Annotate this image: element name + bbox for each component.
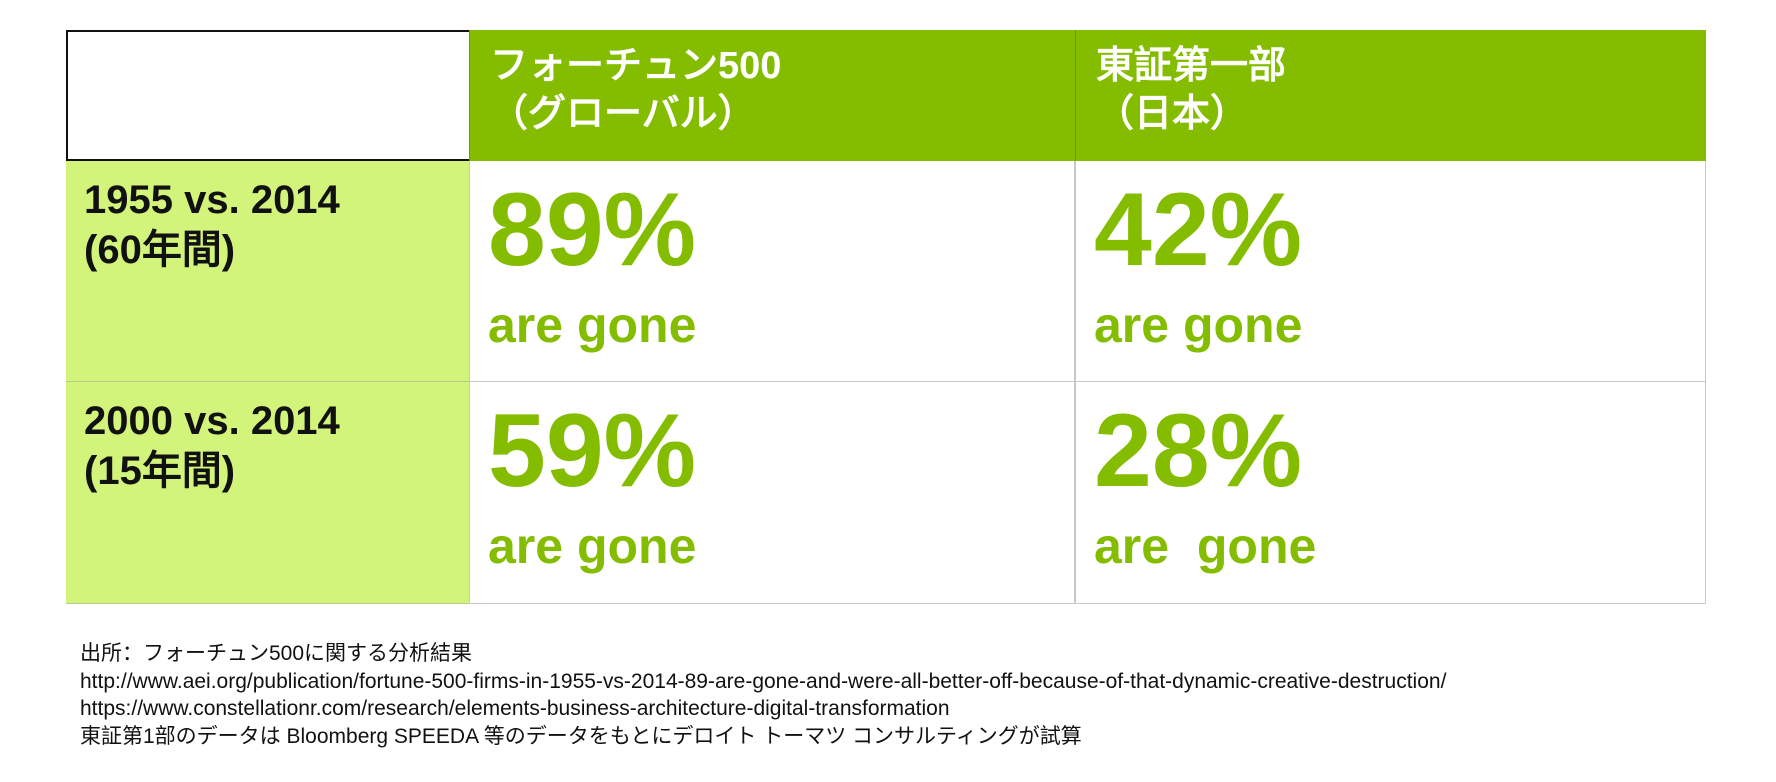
percent-caption: are gone [488,297,697,353]
row-header-duration: (60年間) [84,228,236,272]
column-header-fortune500-title: フォーチュン500 [490,45,782,87]
row-header-1955-2014: 1955 vs. 2014 (60年間) [66,161,469,382]
percent-value: 89% [488,172,697,288]
percent-caption: are gone [1094,297,1303,353]
source-note-line: 出所：フォーチュン500に関する分析結果 [80,642,473,665]
row-header-period: 2000 vs. 2014 [84,399,340,443]
comparison-table: フォーチュン500 （グローバル） 東証第一部 （日本） 1955 vs. 20… [66,30,1706,604]
row-header-duration: (15年間) [84,449,236,493]
source-notes: 出所：フォーチュン500に関する分析結果 http://www.aei.org/… [80,640,1760,750]
percent-value: 42% [1094,172,1303,288]
source-url-constellation: https://www.constellationr.com/research/… [80,697,950,720]
source-url-aei: http://www.aei.org/publication/fortune-5… [80,669,1447,693]
column-header-fortune500: フォーチュン500 （グローバル） [469,30,1075,161]
table-cell-tse-2000: 28% are gone [1075,382,1706,604]
row-header-period: 1955 vs. 2014 [84,178,340,222]
column-header-fortune500-subtitle: （グローバル） [490,93,756,135]
column-header-tse-title: 東証第一部 [1096,45,1287,87]
column-header-tse-first-section: 東証第一部 （日本） [1075,30,1706,161]
percent-caption: are gone [488,518,697,574]
row-header-2000-2014: 2000 vs. 2014 (15年間) [66,382,469,604]
percent-value: 28% [1094,393,1303,509]
percent-caption: are gone [1094,518,1317,574]
source-note-tse: 東証第1部のデータは Bloomberg SPEEDA 等のデータをもとにデロイ… [80,724,1082,748]
table-cell-tse-1955: 42% are gone [1075,161,1706,382]
table-cell-fortune500-2000: 59% are gone [469,382,1075,604]
table-corner-cell [66,30,469,161]
table-cell-fortune500-1955: 89% are gone [469,161,1075,382]
column-header-tse-subtitle: （日本） [1096,93,1249,135]
percent-value: 59% [488,393,697,509]
